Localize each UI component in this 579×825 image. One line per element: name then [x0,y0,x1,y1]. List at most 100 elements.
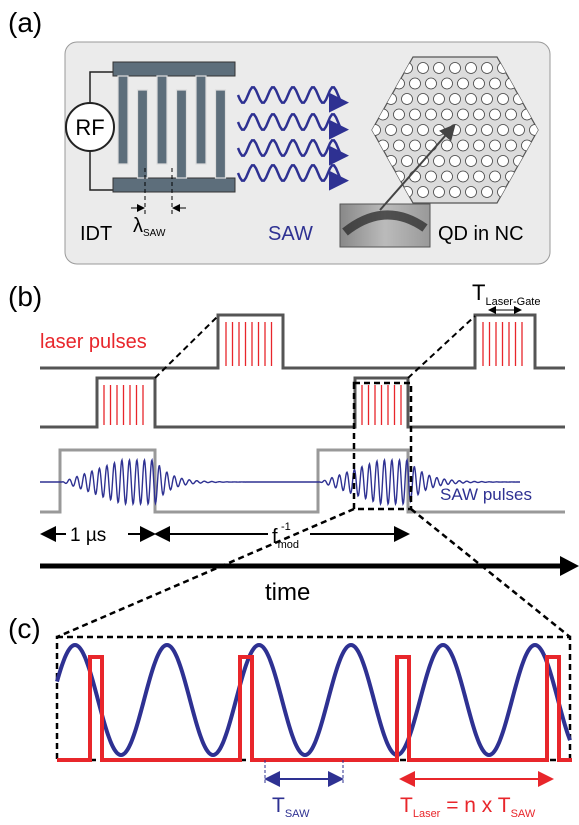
hole [433,93,445,105]
hole [409,139,421,152]
hole [497,155,509,167]
f-sub: mod [278,539,299,551]
hole [481,186,493,198]
eq: = n x T [440,794,510,817]
panel-label: (c) [8,613,41,644]
hole [473,77,485,90]
arrowhead [560,556,579,576]
hole [505,108,517,121]
hole [417,62,429,74]
idt-bar [112,61,236,77]
idt-finger [136,89,149,179]
laser-gate [57,655,572,762]
idt-finger [175,89,188,179]
hole [409,77,421,90]
hole [433,124,445,136]
hole [465,62,477,74]
hole [441,108,453,121]
dash [410,508,571,638]
saw-wave [55,642,572,758]
one-us: 1 µs [70,525,106,546]
trace [40,313,565,370]
wire [89,71,113,191]
hole [401,93,413,105]
hole [401,124,413,136]
hole [433,62,445,74]
hole [449,155,461,167]
hole [393,139,405,152]
hole [473,139,485,152]
hole [457,170,469,183]
lambda-sub: SAW [143,228,166,239]
idt-finger [156,75,168,165]
hole [433,155,445,167]
hole [385,124,397,136]
hole [489,139,501,152]
qd-label: QD in NC [438,223,524,245]
saw-pulses-label: SAW pulses [440,485,532,504]
hole [473,108,485,121]
hole [417,93,429,105]
hole [489,77,501,90]
idt-bar [112,177,236,193]
time-label: time [265,579,310,606]
f-mod: fmod -1 [272,521,299,551]
qd-blob [342,210,428,236]
t: T [400,794,413,817]
arrow [379,123,456,211]
hole [481,93,493,105]
dash [154,315,219,379]
dash [407,315,476,379]
wave [236,113,349,140]
eq-sub: SAW [511,808,536,820]
hole [497,124,509,136]
hole [465,124,477,136]
wave [236,164,349,191]
idt-label: IDT [80,223,112,245]
hole [425,139,437,152]
hole [481,155,493,167]
hole [457,108,469,121]
lambda: λ [133,215,143,237]
f: f [272,526,278,548]
hole [457,139,469,152]
hole [465,186,477,198]
hole [425,77,437,90]
t: T [272,794,285,817]
hole [433,186,445,198]
wave [236,139,349,166]
wave [236,86,349,113]
panel-label: (a) [8,7,42,38]
hole [449,93,461,105]
hole [513,124,525,136]
t-sub: Laser [413,808,441,820]
laser-pulses [103,322,523,425]
hole [449,186,461,198]
lambda-label: λSAW [133,215,166,239]
hole [489,108,501,121]
trace [40,376,565,429]
hole [417,186,429,198]
idt-finger [214,89,227,179]
hole [425,170,437,183]
rf-label: RF [75,115,104,140]
hole [417,124,429,136]
hole [497,93,509,105]
idt [112,61,236,193]
idt-finger [117,75,129,165]
saw-trace [40,457,520,507]
hole [489,170,501,183]
hole [481,124,493,136]
hole [425,108,437,121]
hole [473,170,485,183]
idt-finger [195,75,207,165]
hole [409,108,421,121]
hole [401,155,413,167]
t-laser: TLaser = n x TSAW [400,794,536,820]
hole [505,139,517,152]
hole [441,170,453,183]
hole [449,62,461,74]
hole [441,77,453,90]
t-gate: TLaser-Gate [472,280,540,308]
